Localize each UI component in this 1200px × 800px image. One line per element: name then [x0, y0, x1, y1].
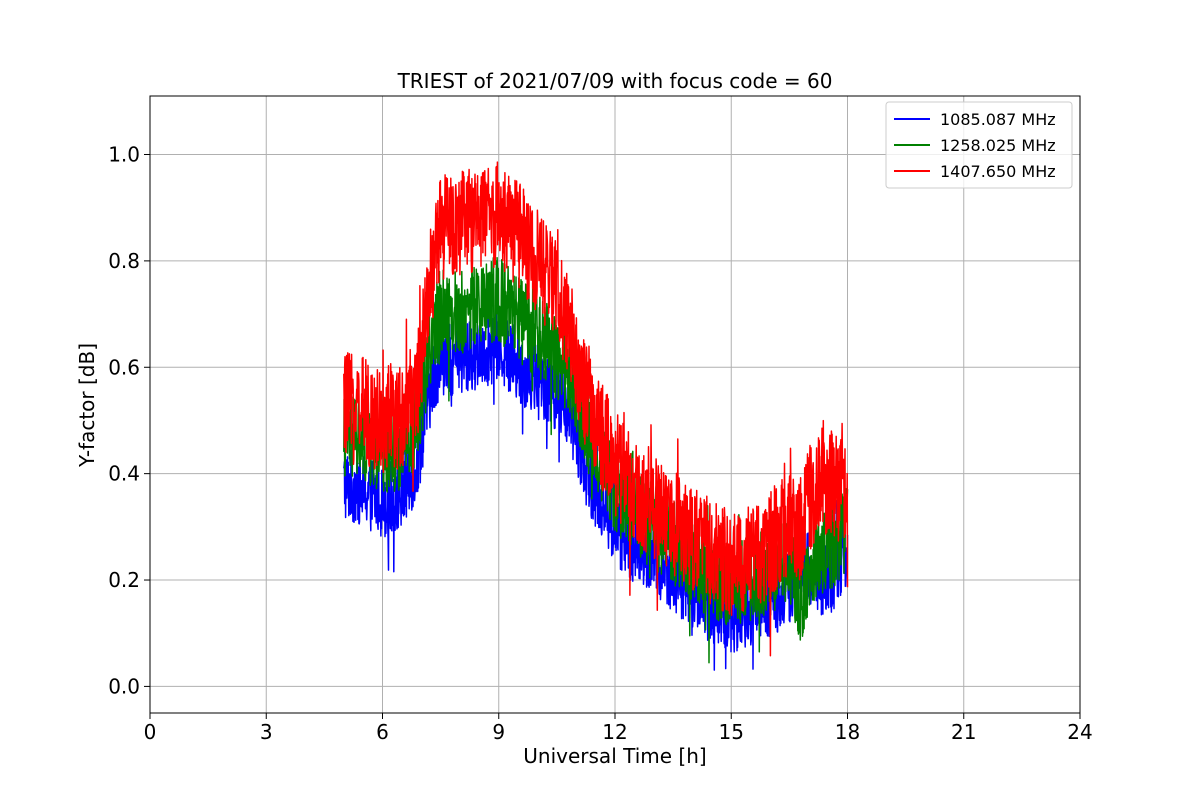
legend-box [885, 101, 1073, 189]
x-tick-label: 24 [1067, 720, 1092, 744]
legend-label-1258: 1258.025 MHz [940, 136, 1056, 155]
y-tick-label: 0.4 [108, 462, 140, 486]
y-axis-label: Y-factor [dB] [75, 343, 99, 468]
legend: 1085.087 MHz 1258.025 MHz 1407.650 MHz [885, 101, 1073, 189]
y-tick-label: 0.8 [108, 249, 140, 273]
x-tick-label: 3 [260, 720, 273, 744]
y-tick-label: 0.6 [108, 355, 140, 379]
x-axis-label: Universal Time [h] [523, 744, 706, 768]
x-tick-label: 6 [376, 720, 389, 744]
x-tick-label: 18 [835, 720, 860, 744]
chart-title: TRIEST of 2021/07/09 with focus code = 6… [397, 69, 833, 93]
y-tick-label: 0.2 [108, 568, 140, 592]
x-tick-label: 21 [951, 720, 976, 744]
x-tick-label: 12 [602, 720, 627, 744]
series-line-1407-650 [343, 161, 849, 657]
x-axis-ticks: 0 3 6 9 12 15 18 21 24 [144, 713, 1093, 744]
y-axis-ticks: 0.0 0.2 0.4 0.6 0.8 1.0 [108, 143, 150, 698]
y-tick-label: 1.0 [108, 143, 140, 167]
plot-series [343, 161, 849, 671]
legend-label-1085: 1085.087 MHz [940, 110, 1056, 129]
x-tick-label: 15 [719, 720, 744, 744]
x-tick-label: 9 [492, 720, 505, 744]
x-tick-label: 0 [144, 720, 157, 744]
y-tick-label: 0.0 [108, 674, 140, 698]
legend-label-1407: 1407.650 MHz [940, 162, 1056, 181]
